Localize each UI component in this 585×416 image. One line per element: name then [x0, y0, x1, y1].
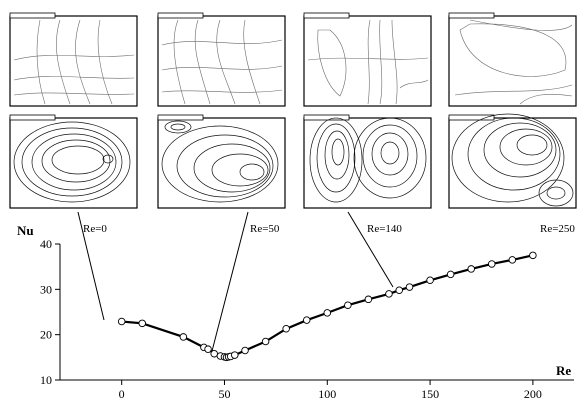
- annotation-re50: Re=50: [250, 223, 280, 235]
- annotation-re140: Re=140: [367, 223, 402, 235]
- isotherm-panel-re140: [303, 12, 432, 107]
- data-point: [364, 295, 373, 304]
- data-point: [138, 319, 146, 328]
- plot-axes: 0 50 100 150 200 10 20 30 40 Nu Re: [17, 223, 574, 401]
- leader-line-re140: [347, 211, 394, 288]
- x-tick-label: 200: [524, 387, 542, 401]
- streamline-panel-re140: [303, 114, 432, 209]
- nu-series: [117, 251, 537, 362]
- data-point: [508, 256, 517, 264]
- x-tick-label: 150: [421, 387, 439, 401]
- data-point: [241, 346, 249, 355]
- leader-lines: [77, 211, 394, 356]
- y-tick-label: 10: [40, 373, 52, 387]
- leader-line-re0: [77, 211, 105, 321]
- streamline-panels-row: [9, 113, 577, 209]
- data-point: [529, 251, 537, 260]
- streamline-panel-re50: [157, 114, 286, 209]
- x-axis-title: Re: [556, 363, 571, 378]
- data-point: [302, 316, 311, 324]
- leader-line-re50: [210, 211, 249, 356]
- annotation-re250: Re=250: [540, 223, 575, 235]
- x-ticks: 0 50 100 150 200: [119, 380, 542, 401]
- isotherm-panels-row: [9, 12, 577, 107]
- data-point: [282, 325, 290, 333]
- data-point: [467, 265, 475, 273]
- isotherm-panel-re50: [157, 12, 286, 107]
- data-point: [395, 286, 403, 294]
- data-point: [488, 260, 496, 268]
- data-point: [385, 290, 393, 298]
- x-tick-label: 0: [119, 387, 125, 401]
- streamline-panel-re250: [448, 113, 577, 209]
- x-tick-label: 50: [218, 387, 230, 401]
- nu-series-line: [121, 254, 534, 359]
- data-point: [446, 270, 455, 279]
- isotherm-panel-re250: [448, 12, 577, 107]
- data-point: [405, 283, 414, 291]
- isotherm-panel-re0: [9, 12, 138, 107]
- data-point: [344, 301, 352, 309]
- y-tick-label: 30: [40, 282, 52, 296]
- data-point: [323, 309, 332, 317]
- data-point: [117, 317, 126, 326]
- data-point: [261, 337, 270, 346]
- data-point: [179, 333, 188, 341]
- nu-series-points: [117, 251, 537, 362]
- data-point: [210, 349, 218, 358]
- streamline-panel-re0: [9, 114, 138, 209]
- y-ticks: 10 20 30 40: [40, 237, 60, 387]
- re-annotations: Re=0 Re=50 Re=140 Re=250: [83, 223, 575, 235]
- data-point: [426, 276, 434, 285]
- x-tick-label: 100: [318, 387, 336, 401]
- data-point: [204, 345, 212, 353]
- y-tick-label: 40: [40, 237, 52, 251]
- data-point: [231, 351, 239, 359]
- y-axis-title: Nu: [17, 223, 34, 238]
- annotation-re0: Re=0: [83, 223, 107, 235]
- y-tick-label: 20: [40, 328, 52, 342]
